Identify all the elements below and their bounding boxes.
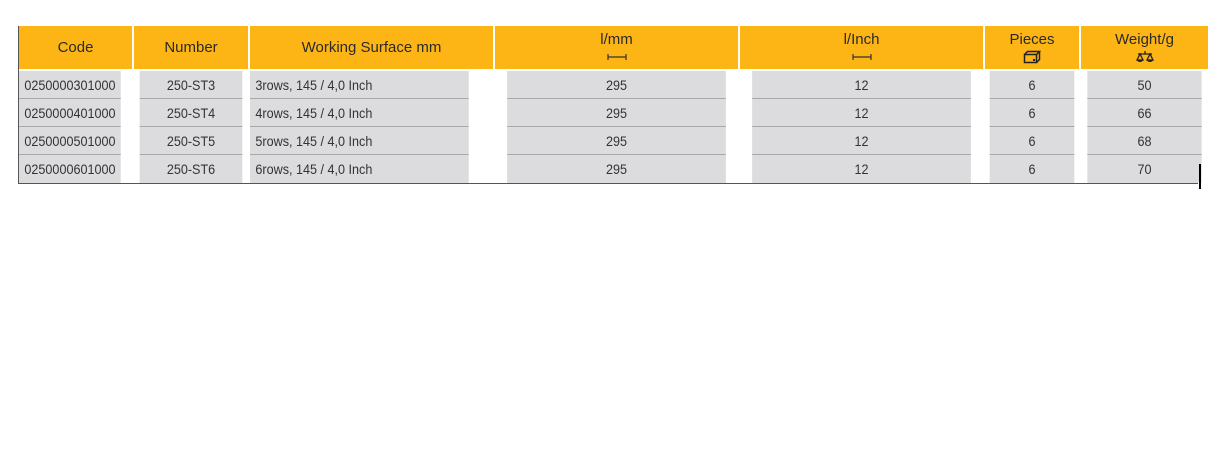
cell-weight: 66 xyxy=(1087,99,1202,127)
cell-length-mm: 295 xyxy=(507,155,726,183)
cell-length-mm: 295 xyxy=(507,127,726,155)
header-label: Working Surface mm xyxy=(301,39,442,56)
cell-code: 0250000401000 xyxy=(19,99,121,127)
cell-weight: 50 xyxy=(1087,71,1202,99)
text-cursor xyxy=(1199,164,1201,189)
cell-pieces: 6 xyxy=(989,71,1075,99)
cell-number: 250-ST5 xyxy=(139,127,243,155)
cell-length-inch: 12 xyxy=(752,155,971,183)
cell-number: 250-ST4 xyxy=(139,99,243,127)
table-header: Code Number Working Surface mm l/mm l/In… xyxy=(19,26,1208,69)
cell-number: 250-ST6 xyxy=(139,155,243,183)
cell-length-inch: 12 xyxy=(752,71,971,99)
header-label: Pieces xyxy=(1009,31,1055,48)
cell-code: 0250000301000 xyxy=(19,71,121,99)
header-length-inch: l/Inch xyxy=(740,26,983,69)
header-working-surface: Working Surface mm xyxy=(250,26,493,69)
header-label: Code xyxy=(57,39,94,56)
cell-working-surface: 5rows, 145 / 4,0 Inch xyxy=(250,127,469,155)
cell-working-surface: 6rows, 145 / 4,0 Inch xyxy=(250,155,469,183)
header-number: Number xyxy=(134,26,248,69)
cell-weight: 70 xyxy=(1087,155,1202,183)
table-body: 0250000301000 250-ST3 3rows, 145 / 4,0 I… xyxy=(19,71,1202,183)
cell-pieces: 6 xyxy=(989,155,1075,183)
header-label: Weight/g xyxy=(1115,31,1174,48)
header-code: Code xyxy=(19,26,132,69)
cell-weight: 68 xyxy=(1087,127,1202,155)
header-label: Number xyxy=(164,39,218,56)
cell-length-mm: 295 xyxy=(507,71,726,99)
header-length-mm: l/mm xyxy=(495,26,738,69)
table-row: 0250000601000 250-ST6 6rows, 145 / 4,0 I… xyxy=(19,155,1202,183)
length-icon xyxy=(606,54,627,60)
product-table: Code Number Working Surface mm l/mm l/In… xyxy=(18,26,1208,184)
cell-pieces: 6 xyxy=(989,127,1075,155)
scale-icon xyxy=(1135,51,1154,62)
table-row: 0250000301000 250-ST3 3rows, 145 / 4,0 I… xyxy=(19,71,1202,99)
cell-working-surface: 3rows, 145 / 4,0 Inch xyxy=(250,71,469,99)
header-weight: Weight/g xyxy=(1081,26,1208,69)
cell-code: 0250000501000 xyxy=(19,127,121,155)
length-icon xyxy=(851,54,872,60)
header-label: l/Inch xyxy=(843,31,880,48)
cell-length-inch: 12 xyxy=(752,127,971,155)
table-row: 0250000501000 250-ST5 5rows, 145 / 4,0 I… xyxy=(19,127,1202,155)
header-pieces: Pieces xyxy=(985,26,1079,69)
cell-code: 0250000601000 xyxy=(19,155,121,183)
table-row: 0250000401000 250-ST4 4rows, 145 / 4,0 I… xyxy=(19,99,1202,127)
cell-working-surface: 4rows, 145 / 4,0 Inch xyxy=(250,99,469,127)
cell-length-inch: 12 xyxy=(752,99,971,127)
cell-number: 250-ST3 xyxy=(139,71,243,99)
cell-length-mm: 295 xyxy=(507,99,726,127)
cell-pieces: 6 xyxy=(989,99,1075,127)
box-icon xyxy=(1023,50,1041,64)
header-label: l/mm xyxy=(600,31,633,48)
